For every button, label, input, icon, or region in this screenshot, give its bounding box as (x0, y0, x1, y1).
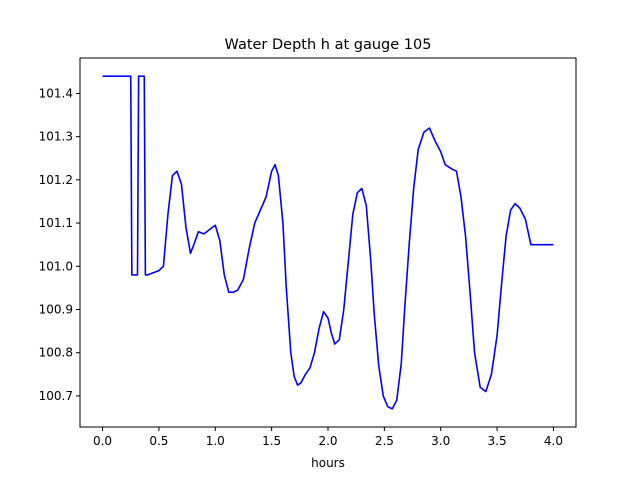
x-tick-label: 4.0 (544, 434, 563, 448)
y-tick-label: 101.2 (39, 173, 73, 187)
plot-area (102, 75, 554, 410)
x-tick-label: 3.5 (488, 434, 507, 448)
x-axis-label: hours (311, 456, 345, 470)
y-tick-label: 100.8 (39, 346, 73, 360)
x-tick-label: 1.5 (262, 434, 281, 448)
x-tick-label: 3.0 (431, 434, 450, 448)
y-tick-label: 101.1 (39, 216, 73, 230)
y-axis: 100.7 100.8 100.9 101.0 101.1 101.2 101.3 101.4 (39, 86, 80, 403)
plot-frame (79, 57, 577, 428)
chart-title: Water Depth h at gauge 105 (225, 37, 432, 53)
x-tick-label: 2.5 (375, 434, 394, 448)
series-line-0 (102, 75, 554, 410)
y-tick-label: 101.0 (39, 259, 73, 273)
y-tick-label: 101.4 (39, 86, 73, 100)
x-tick-label: 0.5 (149, 434, 168, 448)
y-tick-label: 100.7 (39, 389, 73, 403)
y-tick-label: 100.9 (39, 302, 73, 316)
y-tick-label: 101.3 (39, 130, 73, 144)
x-tick-label: 1.0 (206, 434, 225, 448)
x-axis: 0.0 0.5 1.0 1.5 2.0 2.5 3.0 3.5 4.0 (93, 427, 563, 448)
x-tick-label: 0.0 (93, 434, 112, 448)
x-tick-label: 2.0 (318, 434, 337, 448)
